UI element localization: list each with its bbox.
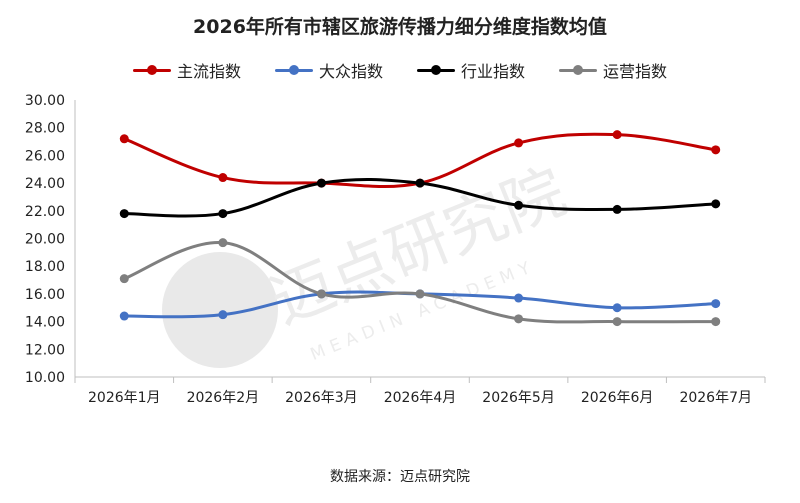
y-tick-label: 10.00 [25,370,65,386]
series-point [514,314,524,324]
legend-item: 行业指数 [417,58,525,82]
legend-label: 行业指数 [461,62,526,81]
series-point [316,289,326,299]
y-tick-label: 22.00 [25,204,65,220]
legend-swatch [274,64,313,76]
legend-swatch [132,64,171,76]
legend-swatch [559,64,598,76]
series-point [218,209,228,219]
series-point [218,173,228,183]
series-point [119,274,129,284]
x-tick-label: 2026年5月 [482,390,555,406]
series-point [119,134,129,144]
series-point [514,138,524,148]
y-tick-label: 28.00 [25,121,65,137]
legend-swatch [417,64,455,76]
series-point [612,303,622,313]
x-tick-label: 2026年6月 [581,390,654,406]
series-point [119,311,129,321]
series-point [514,200,524,210]
y-tick-label: 14.00 [25,315,65,331]
series-point [514,293,524,303]
series-point [612,317,622,327]
legend-item: 大众指数 [274,58,383,82]
legend-item: 运营指数 [559,58,667,82]
series-point [612,204,622,214]
y-tick-label: 18.00 [25,259,65,275]
series-point [415,178,425,188]
legend-label: 大众指数 [318,62,383,81]
series-point [415,289,425,299]
y-tick-label: 26.00 [25,148,65,164]
series-point [218,310,228,320]
series-point [119,209,129,219]
series-point [612,130,622,140]
y-tick-label: 20.00 [25,232,65,248]
series-point [711,299,721,309]
y-tick-label: 16.00 [25,287,65,303]
y-tick-label: 12.00 [25,342,65,358]
series-point [218,238,228,248]
series-line-4 [122,241,718,324]
series-point [316,178,326,188]
x-tick-label: 2026年3月 [285,390,358,406]
legend-label: 运营指数 [603,62,668,81]
y-tick-label: 30.00 [25,93,65,109]
legend-item: 主流指数 [132,58,241,82]
x-tick-label: 2026年2月 [187,390,260,406]
series-point [711,145,721,155]
legend-label: 主流指数 [176,62,241,81]
series-point [711,317,721,327]
chart-title: 2026年所有市辖区旅游传播力细分维度指数均值 [193,16,607,38]
x-tick-label: 2026年1月 [88,390,161,406]
series-point [711,199,721,209]
x-tick-label: 2026年4月 [384,390,457,406]
chart-legend: 主流指数 大众指数 行业指数 运营指数 [0,58,800,82]
x-tick-label: 2026年7月 [679,390,752,406]
y-tick-label: 24.00 [25,176,65,192]
source-note: 数据来源：迈点研究院 [330,469,470,485]
